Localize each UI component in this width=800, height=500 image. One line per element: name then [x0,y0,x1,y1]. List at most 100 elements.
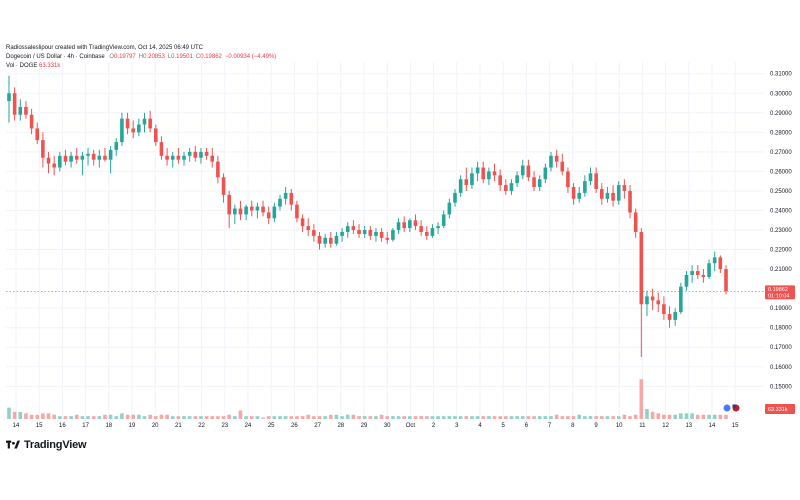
candle [475,161,480,182]
candle-body [289,192,294,205]
time-tick-label: 28 [337,423,344,429]
volume-bar [272,416,277,419]
volume-bar [566,416,570,419]
volume-bar [103,414,107,419]
volume-bar [340,416,344,419]
time-tick-label: 15 [36,423,43,429]
price-tick-label: 0.22000 [770,248,792,254]
candle [97,149,102,168]
tradingview-logo[interactable]: TradingView [6,439,87,451]
author-line: Radiossaleslipour created with TradingVi… [6,45,203,51]
candle-body [362,230,367,234]
volume-bar [210,416,215,419]
candle [103,147,107,162]
candle-body [29,114,34,129]
candle [300,214,305,232]
candle-body [402,222,406,229]
candle [498,169,502,191]
volume-bar [29,414,34,419]
candle [379,228,384,242]
last-price-badge-countdown: 01:10:04 [768,293,789,299]
volume-bar [221,416,226,419]
volume-bar [656,413,661,419]
candle-body [396,222,401,231]
volume-bar [487,416,491,419]
volume-bar [645,409,649,419]
candle-body [408,220,412,229]
candle [29,108,34,135]
candle-body [662,304,666,315]
candle [583,175,587,197]
volume-bar [662,414,666,419]
candle [351,220,356,234]
candle-body [543,167,548,180]
volume-bar [605,416,610,419]
price-tick-label: 0.15000 [770,384,792,390]
volume-bar [679,413,683,419]
candle [266,206,271,225]
candle [295,200,299,223]
candle-body [441,214,446,227]
time-tick-label: 11 [639,423,646,429]
time-tick-label: 21 [175,423,182,429]
candle-body [52,163,56,168]
candle-body [537,179,542,188]
volume-bar [475,416,480,419]
volume-bar [712,414,717,419]
volume-bar [317,416,322,419]
candle [329,231,333,248]
candle [554,149,559,168]
candle [526,159,531,182]
volume-bar [413,416,418,419]
candle-body [80,155,85,160]
candle-body [170,155,175,160]
candle-body [182,155,186,160]
volume-bar [650,411,655,419]
candle-body [695,271,700,275]
candle [131,120,136,139]
candle-body [91,153,96,160]
volume-bar [345,414,350,419]
candle [616,181,621,205]
volume-label[interactable]: Vol · DOGE [6,63,38,69]
candle [7,75,11,123]
ohlc-item: H0.20853 [138,54,165,60]
candle-body [58,155,62,168]
price-axis[interactable]: 0.31000 0.30000 0.29000 0.28000 0.27000 0.260… [770,72,792,391]
candle-body [385,237,390,240]
volume-bar [41,413,45,419]
ohlc-values: O0.19797 H0.20853 L0.19501 C0.19862 −0.00934… [106,54,276,60]
time-axis[interactable]: 14 15 16 17 18 19 20 21 22 23 24 25 26 27 28 29 30 Oct 2 3 4… [13,423,740,429]
volume-bar [125,414,130,419]
candle-body [577,192,582,199]
ohlc-item: O0.19797 [109,54,136,60]
candle [74,147,79,164]
volume-bar [577,414,582,419]
candle [114,138,119,156]
candle-body [272,206,277,219]
candle [289,188,294,211]
candle [306,218,311,236]
candle-body [583,181,587,193]
candle [24,101,28,119]
volume-bar [58,416,62,419]
candle [142,112,147,133]
candle [656,292,661,313]
symbol-ohlc-line: Dogecoin / US Dollar · 4h · Coinbase O0.… [6,53,276,62]
candle [633,208,638,238]
price-tick-label: 0.23000 [770,228,792,234]
candle [159,136,164,160]
candle-body [475,167,480,174]
candle [588,167,593,186]
volume-bar [419,416,423,419]
price-tick-label: 0.29000 [770,111,792,117]
volume-bar [408,416,412,419]
symbol-name[interactable]: Dogecoin / US Dollar · 4h · Coinbase [6,54,105,60]
volume-bar [616,416,621,419]
candle [571,183,576,205]
candle [334,231,339,246]
volume-bar [334,414,339,419]
price-tick-label: 0.21000 [770,267,792,273]
volume-bar [498,416,502,419]
